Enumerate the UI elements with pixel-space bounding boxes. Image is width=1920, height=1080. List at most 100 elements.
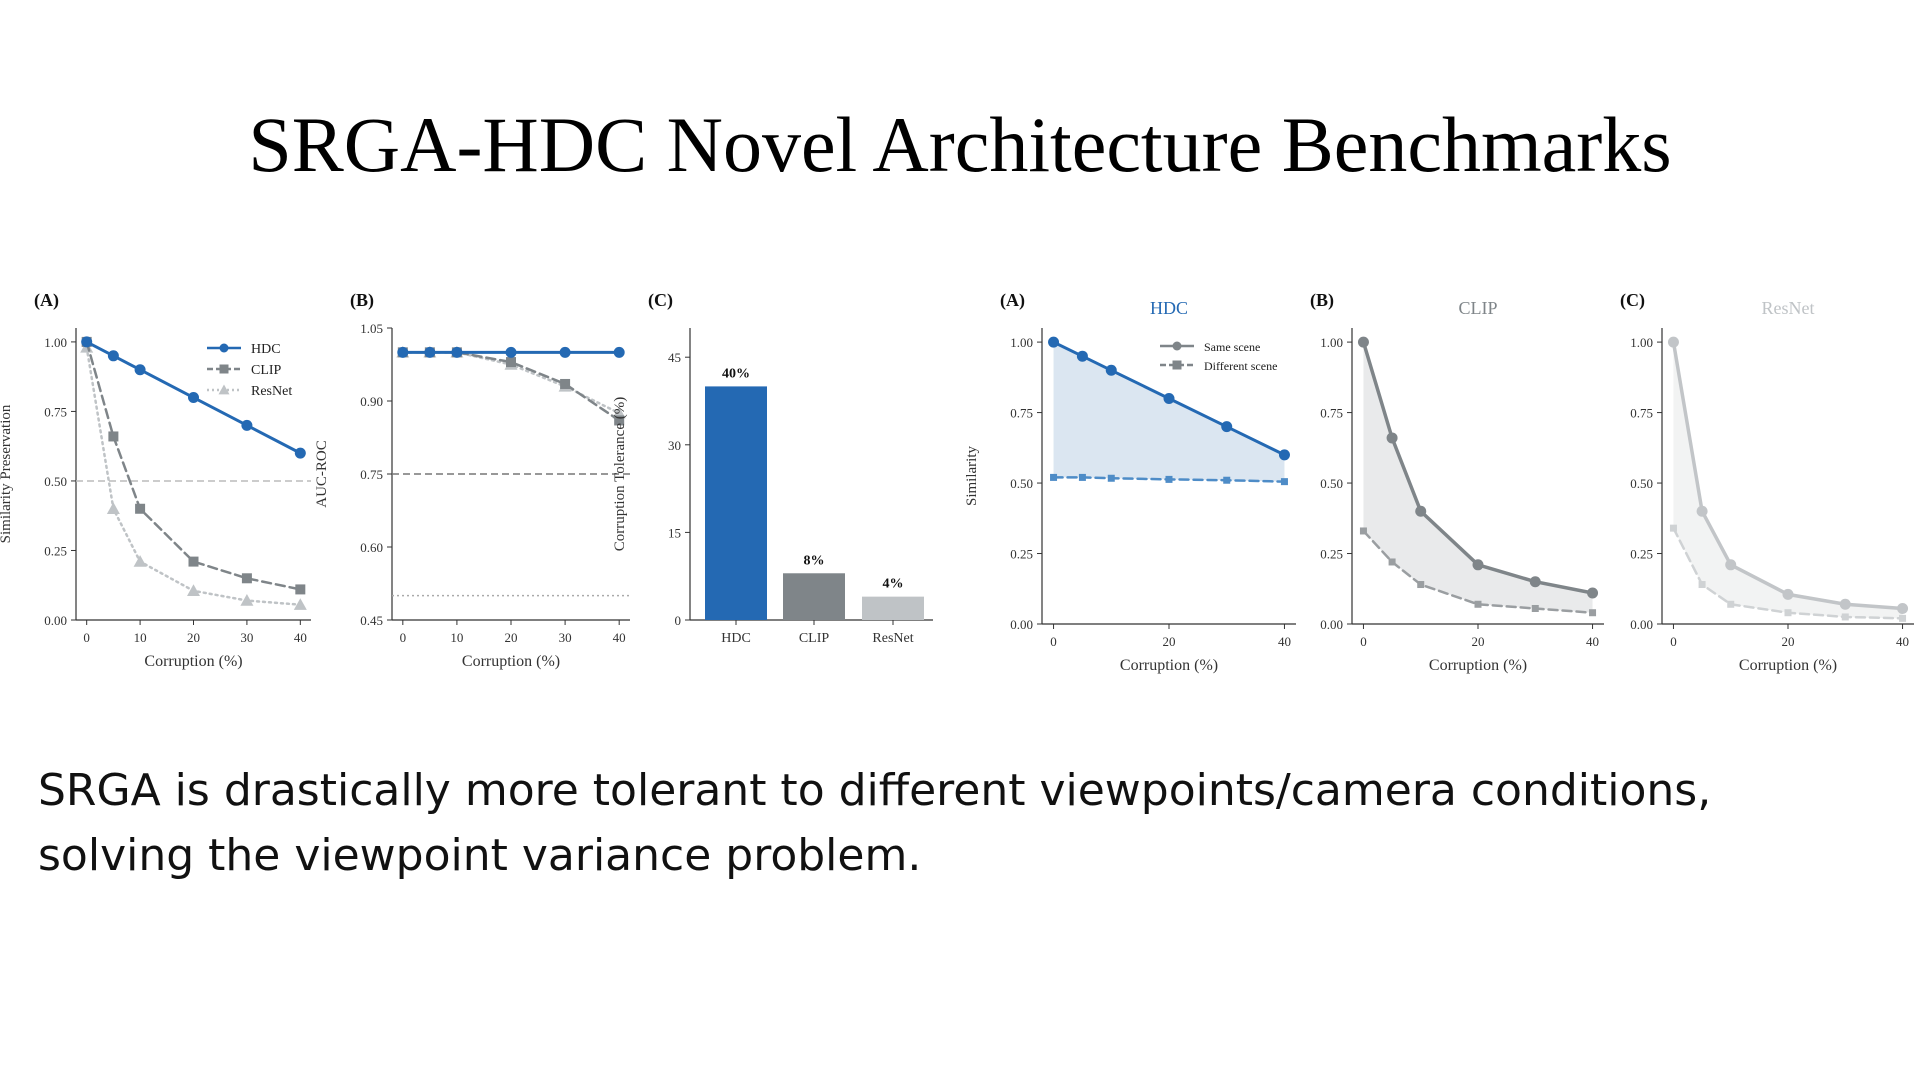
right-B-series-same-scene-point [1415,505,1427,517]
right-A-series-different-scene-line [1052,476,1286,483]
left-B-series-hdc-point [397,346,409,358]
left-B-ylabel: AUC-ROC [314,440,330,508]
left-B-xlabel: Corruption (%) [462,653,560,670]
right-B-series-same-scene-point [1472,559,1484,571]
right-C-ytick-label: 0.25 [1630,547,1653,562]
right-C-panel-label: (C) [1620,290,1645,311]
right-C-series-different-scene-point [1841,613,1849,621]
left-A-series-resnet-line [85,346,302,606]
right-B-ytick-label: 0.00 [1320,617,1343,632]
left-A-series-clip-point [295,584,306,595]
caption-line-2: solving the viewpoint variance problem. [38,830,922,881]
left-A-series-clip-point [188,556,199,567]
left-C-bar-value-label: 40% [722,366,750,381]
left-A-legend-clip-label: CLIP [251,363,282,378]
right-B-ytick-label: 0.25 [1320,547,1343,562]
left-C-bar-value-label: 8% [804,553,825,568]
right-C-xtick-label: 0 [1670,634,1677,649]
right-C-series-different-scene-point [1784,609,1792,617]
left-A-series-hdc-point [81,336,93,348]
page-title: SRGA-HDC Novel Architecture Benchmarks [248,101,1672,188]
right-B-xtick-label: 20 [1472,634,1485,649]
right-A-legend-same-scene-label: Same scene [1204,340,1260,354]
right-B-fill-area [1363,342,1593,613]
left-A-xtick-label: 10 [134,630,147,645]
caption-line-1: SRGA is drastically more tolerant to dif… [38,765,1712,816]
right-B-ytick-label: 0.50 [1320,476,1343,491]
right-A-series-same-scene-point [1048,336,1060,348]
left-C-bar-hdc [705,386,767,620]
right-A-ytick-label: 0.75 [1010,406,1033,421]
left-A-series-clip-line [85,340,302,591]
right-B-series-different-scene-point [1474,600,1482,608]
right-C-series-different-scene-line [1672,526,1904,620]
left-A-series-resnet-point [293,598,307,610]
left-B-xtick-label: 40 [613,630,626,645]
right-C-xtick-label: 40 [1896,634,1909,649]
left-C-bar-value-label: 4% [883,577,904,592]
left-B-series-hdc-point [559,346,571,358]
right-B-xtick-label: 40 [1586,634,1599,649]
right-A-xtick-label: 40 [1278,634,1291,649]
left-A-xtick-label: 30 [240,630,253,645]
left-B-series-clip-point [614,415,625,426]
right-C-series-same-scene-point [1696,505,1708,517]
left-B-series-hdc-point [424,346,436,358]
right-C-xlabel: Corruption (%) [1739,657,1837,674]
left-B-series-resnet-point [612,406,626,419]
left-A-series-resnet-point [240,594,254,606]
left-B-xtick-label: 10 [450,630,463,645]
right-B-series-different-scene-point [1417,581,1425,589]
right-A-series-different-scene-point [1280,478,1288,486]
right-B-xlabel: Corruption (%) [1429,657,1527,674]
left-A-series-clip-point [241,573,252,584]
left-A-ytick-label: 0.25 [44,543,67,558]
left-B-ytick-label: 1.05 [360,321,383,336]
right-A-fill-area [1053,342,1285,482]
left-B-series-hdc-point [451,346,463,358]
right-B-title: CLIP [1458,298,1497,318]
left-C-ytick-label: 15 [668,525,681,540]
right-A-ytick-label: 0.25 [1010,547,1033,562]
right-A-xtick-label: 20 [1163,634,1176,649]
right-B-series-different-scene-point [1589,609,1597,617]
left-B-panel-label: (B) [350,290,374,311]
left-A-xtick-label: 20 [187,630,200,645]
right-C-series-different-scene-point [1698,581,1706,589]
left-A-ytick-label: 0.75 [44,404,67,419]
left-A-legend-hdc-marker [219,343,229,353]
right-B-xtick-label: 0 [1360,634,1367,649]
left-A-series-hdc-point [294,447,306,459]
right-A-ylabel: Similarity [964,446,980,507]
right-C-ytick-label: 0.00 [1630,617,1653,632]
right-A-series-different-scene-point [1078,473,1086,481]
left-A-series-hdc-point [188,392,199,404]
left-A-series-hdc-point [241,419,253,431]
left-A-ytick-label: 0.00 [44,613,67,628]
right-A-series-different-scene-point [1050,473,1058,481]
right-A-series-different-scene-point [1223,476,1231,484]
right-B-series-different-scene-point [1388,558,1396,566]
left-A-xtick-label: 40 [294,630,307,645]
left-C-ytick-label: 30 [668,438,681,453]
left-C-ytick-label: 0 [675,613,682,628]
right-C-fill-area [1673,342,1903,619]
left-C-ytick-label: 45 [668,350,681,365]
right-B-series-different-scene-point [1359,527,1367,535]
left-C-bar-clip [783,573,845,620]
right-B-series-same-scene-point [1386,432,1398,444]
right-A-legend-different-scene-label: Different scene [1204,359,1277,373]
left-B-ytick-label: 0.75 [360,467,383,482]
right-A-panel-label: (A) [1000,290,1025,311]
left-A-series-clip-point [108,431,119,442]
left-B-xtick-label: 0 [400,630,407,645]
left-C-bar-resnet [862,596,924,620]
right-A-series-same-scene-point [1105,364,1117,376]
right-B-series-different-scene-point [1531,604,1539,612]
left-B-ytick-label: 0.45 [360,613,383,628]
right-B-ytick-label: 1.00 [1320,335,1343,350]
right-A-xlabel: Corruption (%) [1120,657,1218,674]
right-A-series-same-scene-point [1076,350,1088,362]
right-A-legend-same-scene-marker [1172,341,1182,351]
left-C-ylabel: Corruption Tolerance (%) [612,397,628,551]
